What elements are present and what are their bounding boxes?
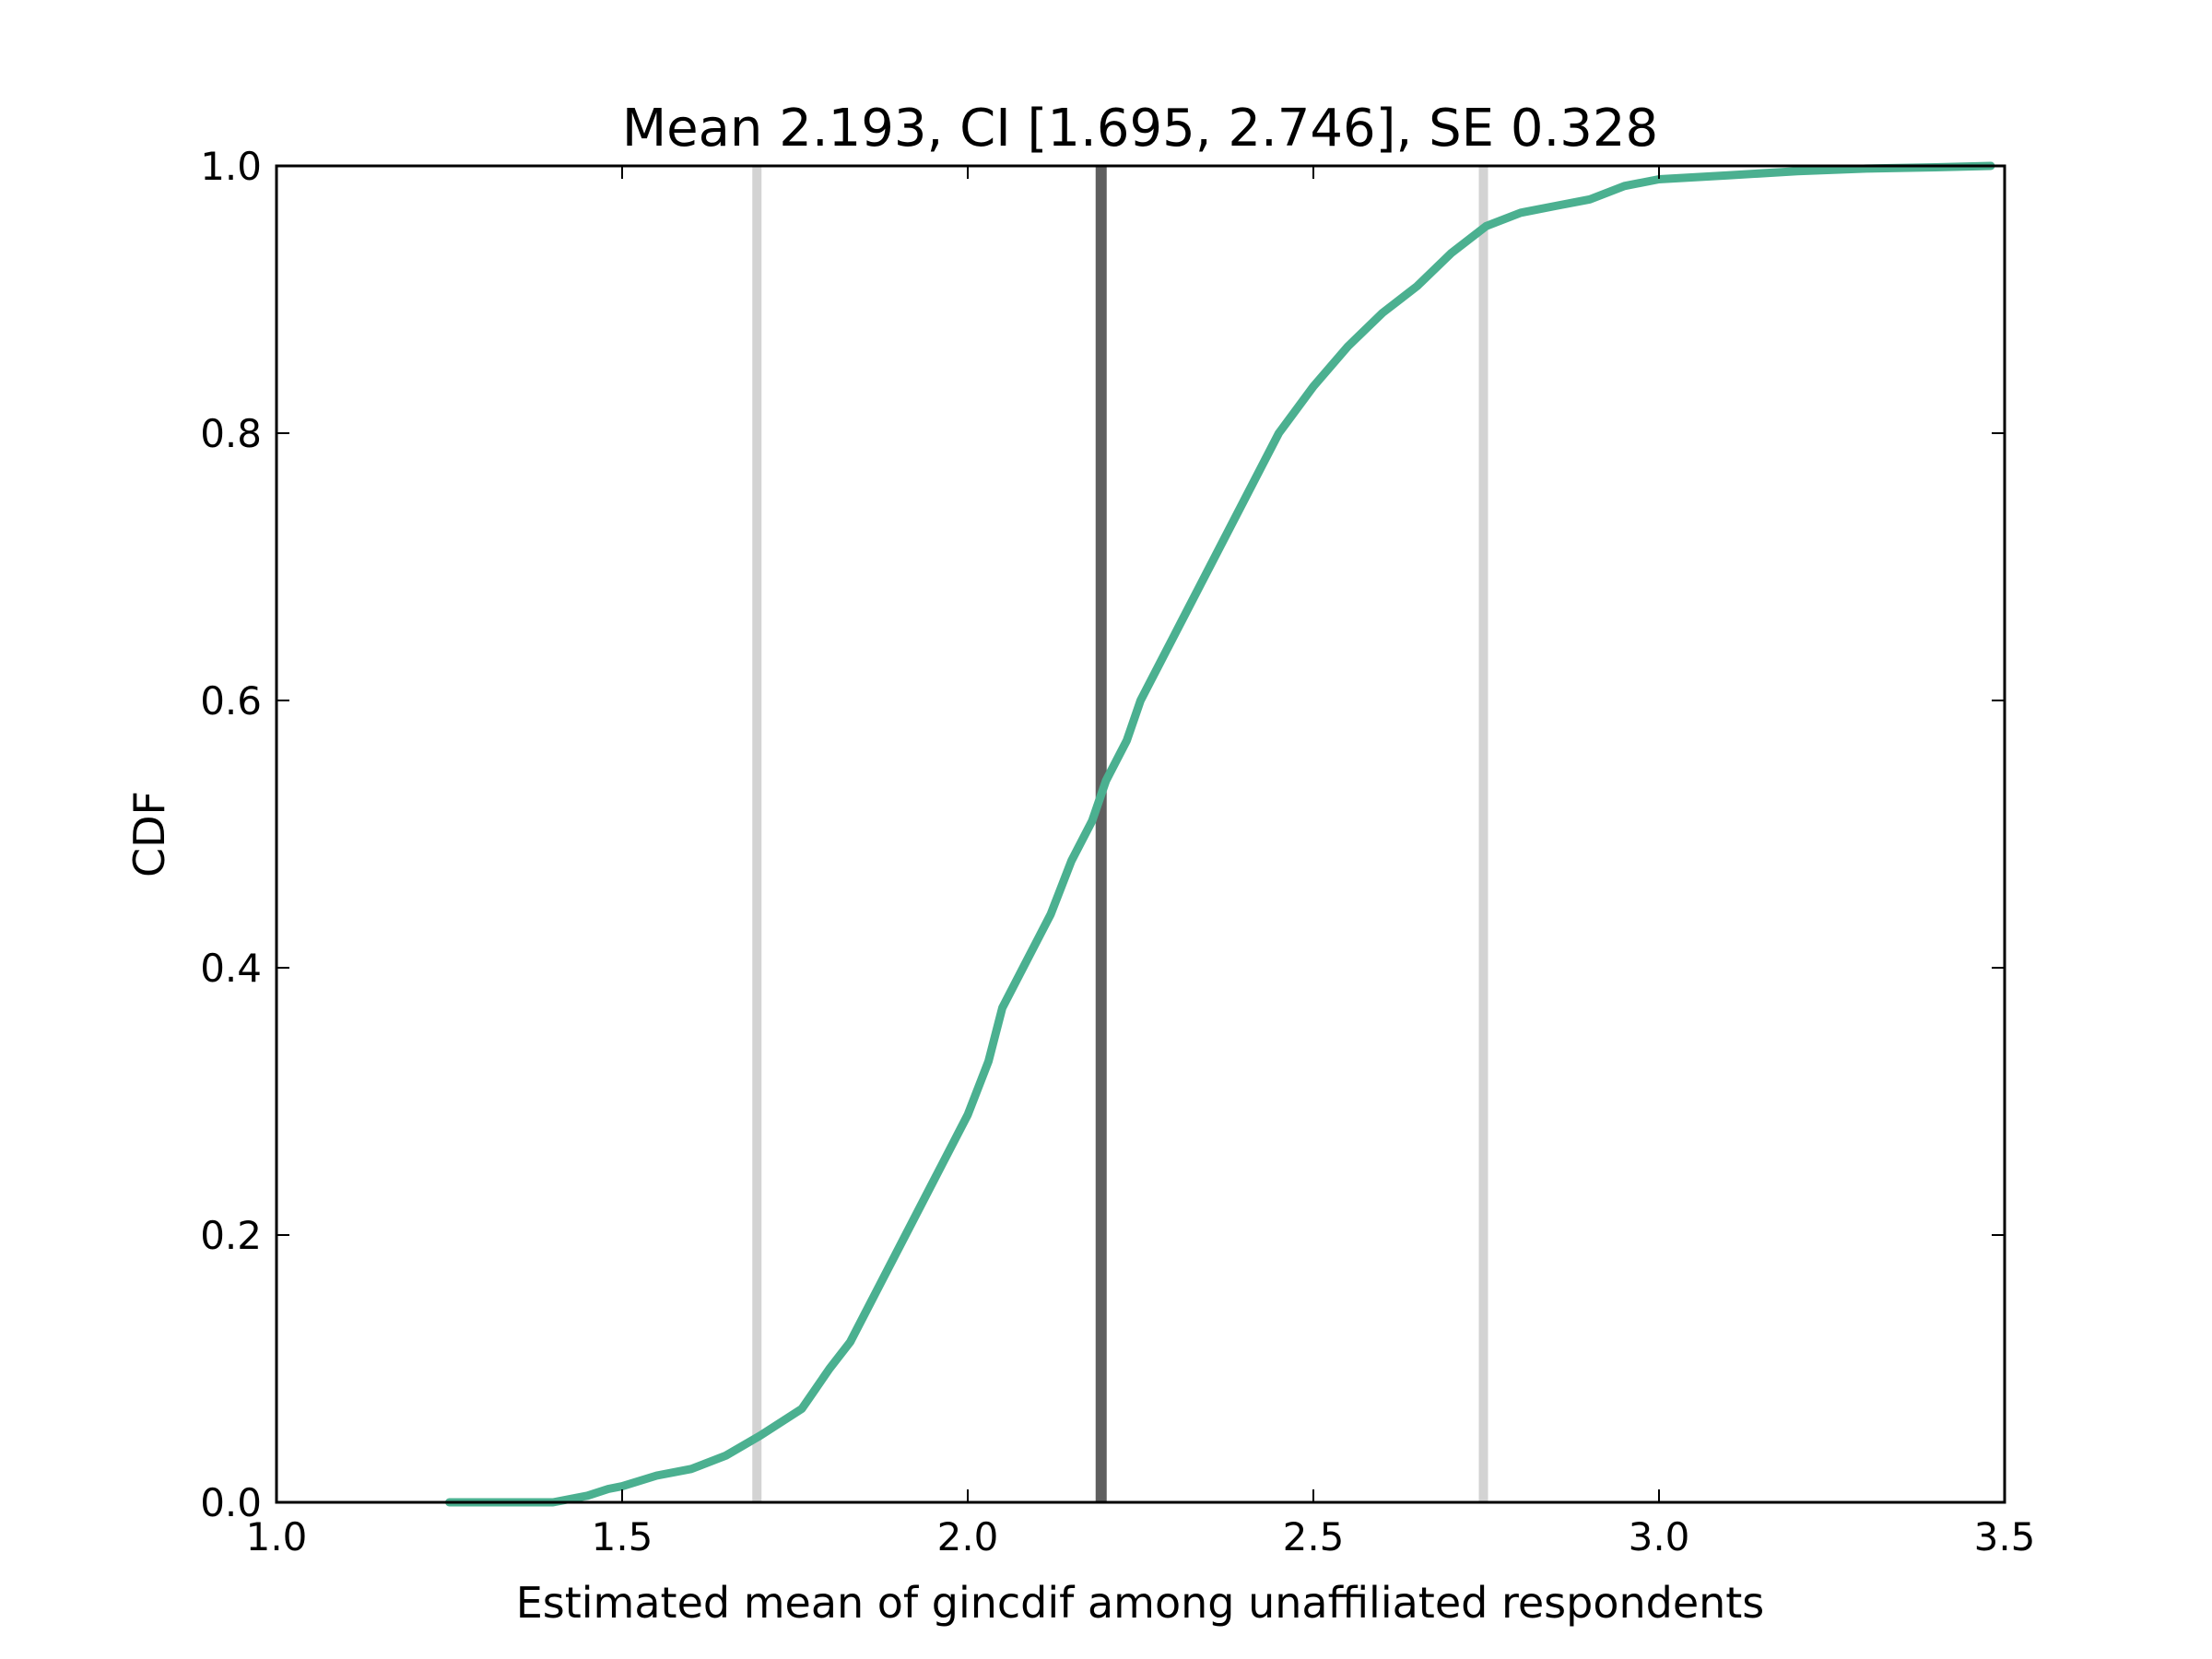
chart-title: Mean 2.193, CI [1.695, 2.746], SE 0.328: [622, 99, 1658, 159]
y-tick-label: 0.6: [200, 678, 262, 724]
x-tick-label: 3.0: [1629, 1514, 1690, 1559]
x-tick-label: 3.5: [1974, 1514, 2036, 1559]
y-tick-label: 0.0: [200, 1480, 262, 1525]
x-tick-label: 2.0: [937, 1514, 999, 1559]
x-tick-label: 2.5: [1283, 1514, 1345, 1559]
x-tick-label: 1.5: [592, 1514, 653, 1559]
y-tick-label: 0.4: [200, 946, 262, 991]
y-tick-label: 1.0: [200, 144, 262, 189]
y-tick-label: 0.2: [200, 1213, 262, 1258]
y-axis-label: CDF: [124, 791, 174, 877]
x-axis-label: Estimated mean of gincdif among unaffili…: [516, 1578, 1765, 1628]
y-tick-label: 0.8: [200, 411, 262, 456]
